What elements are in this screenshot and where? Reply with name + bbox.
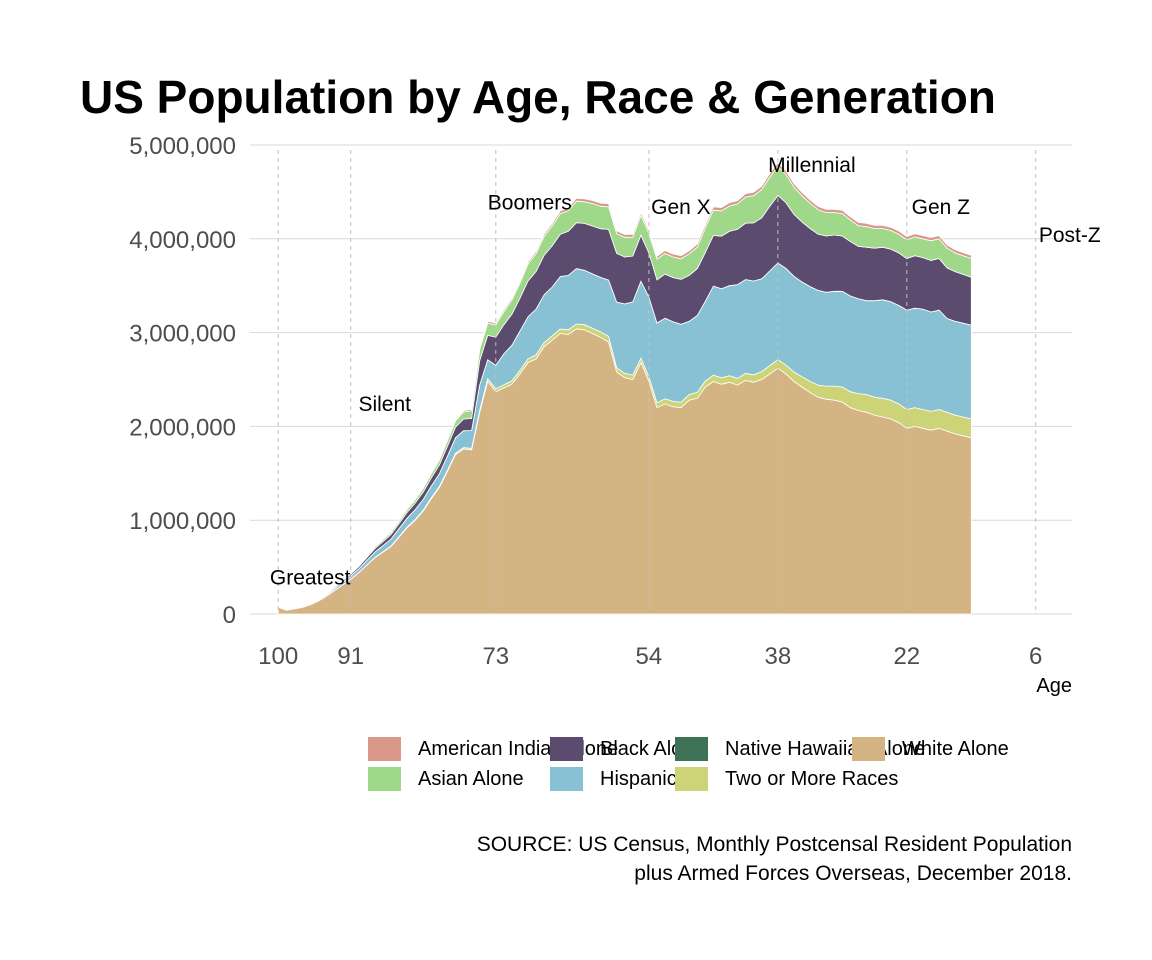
legend-label: Hispanic (600, 767, 677, 790)
generation-label: Greatest (270, 566, 351, 589)
x-axis-label: Age (1036, 675, 1072, 697)
generation-label: Silent (358, 393, 411, 416)
y-tick-label: 4,000,000 (129, 227, 236, 254)
y-tick-label: 2,000,000 (129, 414, 236, 441)
x-tick-label: 38 (765, 643, 792, 670)
legend-label: Asian Alone (418, 767, 524, 790)
legend-label: White Alone (902, 737, 1009, 760)
legend-swatch (368, 767, 401, 791)
legend-swatch (550, 767, 583, 791)
source-note: SOURCE: US Census, Monthly Postcensal Re… (476, 833, 1072, 885)
x-tick-label: 6 (1029, 643, 1042, 670)
legend-swatch (675, 767, 708, 791)
x-tick-label: 54 (636, 643, 663, 670)
y-axis-ticks: 0 1,000,000 2,000,000 3,000,000 4,000,000 5,0… (129, 133, 236, 629)
y-tick-label: 3,000,000 (129, 321, 236, 348)
area-american-indian-alone (278, 162, 972, 611)
stacked-areas (277, 162, 972, 615)
legend-swatch (675, 737, 708, 761)
x-axis-ticks: 100 91 73 54 38 22 6 (258, 643, 1042, 670)
legend-item-asian: Asian Alone (368, 767, 524, 791)
generation-labels: Greatest Silent Boomers Gen X Millennial Gen … (270, 154, 1101, 590)
legend-swatch (368, 737, 401, 761)
legend-item-two-or-more: Two or More Races (675, 767, 898, 791)
x-tick-label: 100 (258, 643, 298, 670)
generation-label: Gen Z (912, 196, 971, 219)
legend-item-white: White Alone (852, 737, 1009, 761)
chart-title: US Population by Age, Race & Generation (80, 71, 996, 123)
y-tick-label: 0 (223, 602, 236, 629)
x-tick-label: 91 (337, 643, 364, 670)
legend-item-hispanic: Hispanic (550, 767, 677, 791)
y-tick-label: 1,000,000 (129, 508, 236, 535)
generation-label: Boomers (488, 191, 572, 214)
legend-swatch (852, 737, 885, 761)
y-tick-label: 5,000,000 (129, 133, 236, 160)
generation-label: Post-Z (1039, 224, 1101, 247)
x-tick-label: 22 (893, 643, 920, 670)
legend-label: Two or More Races (725, 767, 899, 790)
generation-label: Millennial (768, 154, 856, 177)
generation-gridlines (277, 150, 1037, 614)
legend-swatch (550, 737, 583, 761)
x-tick-label: 73 (482, 643, 509, 670)
legend: American Indian Alone Black Alone Native… (368, 737, 1068, 797)
generation-label: Gen X (651, 196, 711, 219)
